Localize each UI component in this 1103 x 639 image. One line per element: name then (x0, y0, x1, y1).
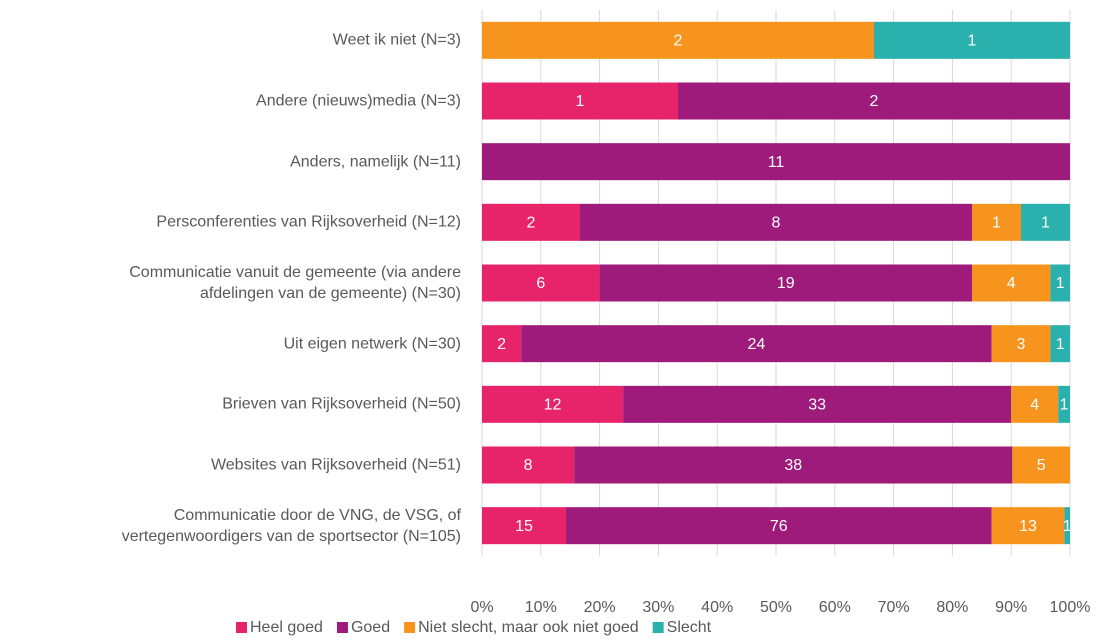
bar-segment (482, 143, 1070, 181)
bar-segment (623, 385, 1012, 423)
bar-segment (1011, 385, 1059, 423)
bar-segment (482, 203, 580, 241)
category-label: Communicatie door de VNG, de VSG, of ver… (121, 506, 461, 545)
legend-label: Goed (351, 619, 390, 636)
value-label: 1 (968, 33, 977, 50)
bar-segment (678, 82, 1070, 120)
value-label: 1 (576, 93, 585, 110)
value-label: 1 (1063, 518, 1072, 535)
legend-label: Niet slecht, maar ook niet goed (418, 619, 639, 636)
value-label: 2 (497, 336, 506, 353)
legend-label: Heel goed (250, 619, 323, 636)
value-label: 2 (870, 93, 879, 110)
bar-segment (991, 507, 1065, 545)
bar-segment (482, 21, 874, 59)
x-tick-label: 30% (642, 599, 674, 616)
x-tick-label: 40% (701, 599, 733, 616)
bar-segment (482, 385, 624, 423)
bar-segment (1058, 385, 1070, 423)
bar-segment (566, 507, 992, 545)
value-label: 5 (1037, 457, 1046, 474)
bar-segment (482, 507, 566, 545)
category-label: Brieven van Rijksoverheid (N=50) (222, 395, 461, 413)
bar-segment (1064, 507, 1070, 545)
bar-segment (574, 446, 1013, 484)
bar-segment (482, 82, 678, 120)
category-label: Weet ik niet (N=3) (332, 31, 461, 49)
legend-swatch (404, 622, 416, 633)
value-label: 11 (768, 154, 785, 171)
value-label: 1 (1056, 275, 1065, 292)
legend-swatch (336, 622, 348, 633)
bar-segment (482, 446, 575, 484)
x-tick-label: 70% (878, 599, 910, 616)
value-label: 4 (1030, 397, 1039, 414)
value-label: 1 (1041, 215, 1050, 232)
bar-segment (1012, 446, 1070, 484)
x-tick-label: 50% (760, 599, 792, 616)
bar-segment (1050, 325, 1070, 363)
value-label: 1 (992, 215, 1001, 232)
legend-swatch (652, 622, 664, 633)
bar-segment (580, 203, 972, 241)
bar-segment (599, 264, 972, 302)
x-tick-label: 0% (470, 599, 493, 616)
bar-segment (972, 264, 1051, 302)
bar-segment (991, 325, 1051, 363)
value-label: 3 (1017, 336, 1026, 353)
x-tick-label: 20% (584, 599, 616, 616)
bar-segment (482, 325, 522, 363)
legend-swatch (236, 622, 247, 633)
category-label: Andere (nieuws)media (N=3) (256, 92, 461, 110)
bar-segment (874, 21, 1070, 59)
value-label: 76 (770, 518, 788, 535)
value-label: 15 (515, 518, 533, 535)
x-tick-label: 100% (1050, 599, 1091, 616)
category-label: Uit eigen netwerk (N=30) (283, 335, 461, 353)
bar-segment (1021, 203, 1070, 241)
x-tick-label: 60% (819, 599, 851, 616)
legend-label: Slecht (667, 619, 712, 636)
value-label: 24 (748, 336, 766, 353)
x-tick-label: 90% (995, 599, 1027, 616)
value-label: 13 (1019, 518, 1037, 535)
value-label: 2 (527, 215, 536, 232)
value-label: 12 (544, 397, 562, 414)
bar-segment (521, 325, 992, 363)
x-tick-label: 80% (936, 599, 968, 616)
value-label: 19 (777, 275, 795, 292)
x-tick-label: 10% (525, 599, 557, 616)
bar-segment (1050, 264, 1070, 302)
value-label: 1 (1060, 397, 1069, 414)
category-label: Websites van Rijksoverheid (N=51) (210, 456, 461, 474)
category-label: Persconferenties van Rijksoverheid (N=12… (156, 213, 461, 231)
category-label: Anders, namelijk (N=11) (290, 153, 461, 171)
value-label: 33 (808, 397, 826, 414)
value-label: 8 (524, 457, 533, 474)
value-label: 2 (674, 33, 683, 50)
bar-segment (972, 203, 1021, 241)
bar-segment (482, 264, 600, 302)
value-label: 38 (784, 457, 802, 474)
value-label: 4 (1007, 275, 1016, 292)
value-label: 6 (536, 275, 545, 292)
value-label: 1 (1056, 336, 1065, 353)
value-label: 8 (772, 215, 781, 232)
category-label: Communicatie vanuit de gemeente (via and… (129, 264, 461, 302)
